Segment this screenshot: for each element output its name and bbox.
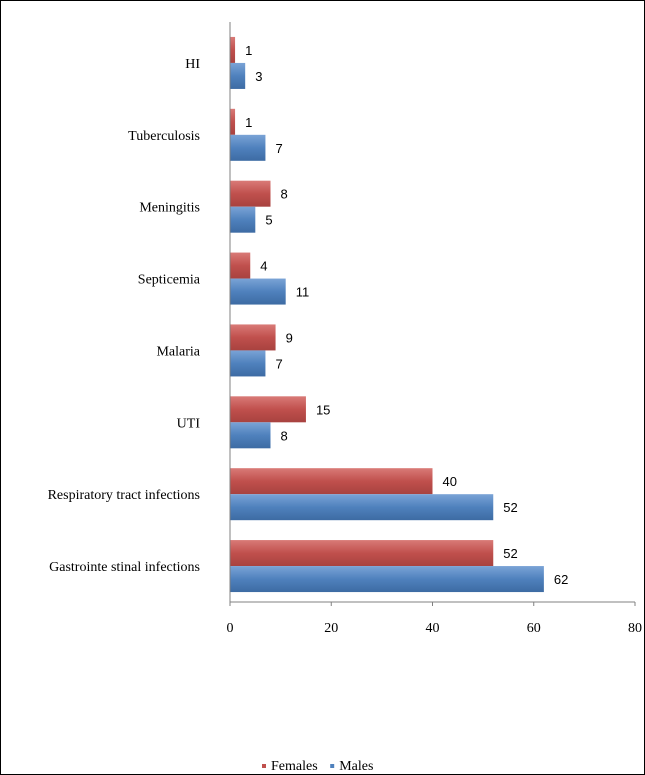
bar-females	[230, 252, 251, 279]
bar-males	[230, 62, 246, 89]
bar-males	[230, 134, 266, 161]
data-label: 62	[554, 572, 568, 587]
data-label: 11	[296, 285, 310, 300]
bar-females	[230, 108, 236, 135]
data-label: 52	[503, 546, 517, 561]
bar-males	[230, 494, 494, 521]
legend-swatch-females	[262, 764, 266, 768]
x-tick-label: 0	[227, 621, 234, 636]
bar-females	[230, 180, 271, 207]
category-label: Respiratory tract infections	[48, 488, 200, 503]
bars-layer	[230, 36, 544, 593]
bar-females	[230, 396, 306, 423]
bar-females	[230, 36, 236, 63]
data-label: 15	[316, 402, 330, 417]
bar-males	[230, 350, 266, 377]
data-label: 40	[443, 474, 457, 489]
x-tick-label: 20	[324, 621, 338, 636]
data-label: 8	[281, 428, 288, 443]
legend: Females Males	[262, 759, 373, 774]
category-label: Septicemia	[138, 273, 201, 288]
data-label: 1	[245, 115, 252, 130]
data-label: 4	[260, 259, 267, 274]
data-label: 5	[265, 213, 272, 228]
data-label: 8	[281, 187, 288, 202]
legend-label-males: Males	[339, 759, 373, 774]
x-tick-label: 80	[628, 621, 642, 636]
legend-label-females: Females	[271, 759, 318, 774]
x-tick-label: 60	[527, 621, 541, 636]
data-label: 7	[275, 356, 282, 371]
data-label: 7	[275, 141, 282, 156]
data-label: 3	[255, 69, 262, 84]
category-label: Malaria	[156, 344, 200, 359]
bar-females	[230, 540, 494, 567]
x-tick-label: 40	[426, 621, 440, 636]
bar-males	[230, 206, 256, 233]
category-label: HI	[185, 57, 200, 72]
bar-females	[230, 324, 276, 351]
category-label: Gastrointe stinal infections	[49, 560, 200, 575]
data-label: 1	[245, 43, 252, 58]
data-label: 52	[503, 500, 517, 515]
bar-males	[230, 566, 544, 593]
axes-layer: 0 20 40 60 80	[227, 22, 642, 636]
bar-males	[230, 422, 271, 449]
category-label: Meningitis	[139, 201, 200, 216]
legend-swatch-males	[330, 764, 335, 768]
category-label: Tuberculosis	[128, 129, 200, 144]
data-label: 9	[286, 330, 293, 345]
bar-females	[230, 468, 433, 495]
category-label: UTI	[177, 416, 201, 431]
bar-males	[230, 278, 286, 305]
labels-layer: HI13Tuberculosis17Meningitis85Septicemia…	[48, 43, 569, 587]
